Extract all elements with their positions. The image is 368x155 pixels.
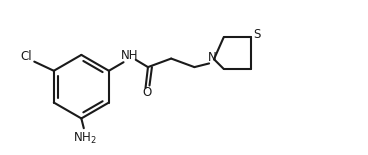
- Text: NH: NH: [121, 49, 138, 62]
- Text: S: S: [253, 28, 261, 41]
- Text: NH$_2$: NH$_2$: [73, 131, 97, 146]
- Text: Cl: Cl: [20, 50, 32, 63]
- Text: O: O: [143, 86, 152, 99]
- Text: N: N: [208, 51, 216, 64]
